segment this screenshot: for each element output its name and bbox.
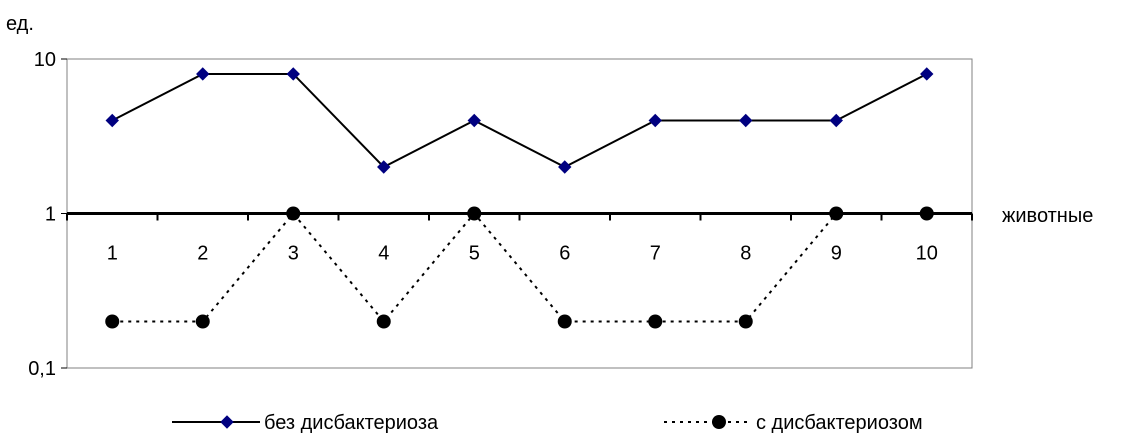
series-line	[111, 72, 928, 169]
series-2	[105, 206, 934, 329]
data-point	[377, 160, 391, 174]
x-tick-label: 9	[831, 243, 842, 265]
data-point	[195, 314, 210, 329]
data-point	[738, 314, 753, 329]
data-point	[557, 314, 572, 329]
x-tick-label: 5	[469, 243, 480, 265]
x-tick-label: 1	[107, 243, 118, 265]
series-layer	[105, 67, 934, 329]
series-1	[105, 67, 934, 174]
data-point	[558, 160, 572, 174]
data-point	[286, 206, 301, 221]
data-point	[467, 206, 482, 221]
x-tick-label: 8	[740, 243, 751, 265]
data-point	[739, 113, 753, 128]
y-tick-label: 10	[34, 49, 56, 71]
x-tick-label: 2	[197, 243, 208, 265]
x-axis-name: животные	[1002, 205, 1093, 227]
x-tick-label: 3	[288, 243, 299, 265]
series-line	[112, 211, 927, 324]
x-tick-label: 10	[916, 243, 938, 265]
data-point	[648, 314, 663, 329]
x-tick-label: 6	[559, 243, 570, 265]
data-point	[648, 113, 662, 128]
data-point	[105, 113, 119, 128]
data-point	[467, 113, 481, 128]
y-axis-unit: ед.	[6, 13, 34, 35]
legend-marker	[220, 415, 234, 429]
data-point	[829, 113, 843, 128]
data-point	[920, 67, 934, 81]
data-point	[829, 206, 844, 221]
y-tick-label: 1	[45, 204, 56, 226]
data-point	[286, 67, 300, 81]
data-point	[196, 67, 210, 81]
data-point	[376, 314, 391, 329]
legend-marker	[712, 415, 726, 429]
legend: без дисбактериоза с дисбактериозом	[172, 412, 923, 434]
legend-label: без дисбактериоза	[264, 412, 439, 434]
x-axis: 1 2 3 4 5 6 7 8 9 10	[66, 213, 973, 265]
x-tick-label: 7	[650, 243, 661, 265]
y-axis: 0,1 1 10	[28, 49, 67, 380]
data-point	[919, 206, 934, 221]
x-tick-label: 4	[378, 243, 389, 265]
legend-label: с дисбактериозом	[756, 412, 923, 434]
data-point	[105, 314, 120, 329]
y-tick-label: 0,1	[28, 358, 56, 380]
